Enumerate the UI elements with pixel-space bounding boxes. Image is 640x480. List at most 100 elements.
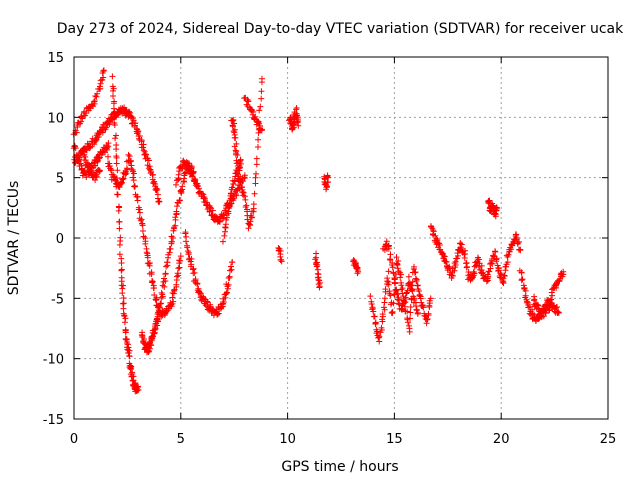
data-point — [125, 151, 132, 158]
data-point — [392, 279, 399, 286]
data-point — [258, 88, 265, 95]
data-point — [467, 271, 474, 278]
data-point — [130, 177, 137, 184]
data-point — [290, 121, 297, 128]
data-point — [134, 128, 141, 135]
data-point — [451, 260, 458, 267]
data-point — [82, 153, 89, 160]
data-point — [222, 224, 229, 231]
data-point — [167, 245, 174, 252]
data-point — [480, 269, 487, 276]
data-point — [454, 255, 461, 262]
data-point — [121, 312, 128, 319]
data-point — [389, 264, 396, 271]
data-point — [258, 126, 265, 133]
data-point — [387, 301, 394, 308]
data-point — [534, 301, 541, 308]
data-point — [175, 171, 182, 178]
data-point — [112, 132, 119, 139]
data-point — [82, 112, 89, 119]
data-point — [384, 275, 391, 282]
data-point — [185, 160, 192, 167]
data-point — [100, 67, 107, 74]
data-point — [148, 271, 155, 278]
data-point — [158, 289, 165, 296]
data-point — [313, 254, 320, 261]
y-axis-label: SDTVAR / TECUs — [6, 181, 22, 296]
data-point — [128, 365, 135, 372]
data-point — [424, 316, 431, 323]
data-point — [229, 123, 236, 130]
data-point — [241, 172, 248, 179]
data-point — [126, 153, 133, 160]
data-point — [145, 157, 152, 164]
data-point — [156, 304, 163, 311]
data-point — [83, 110, 90, 117]
data-point — [537, 312, 544, 319]
data-point — [111, 113, 118, 120]
data-point — [529, 306, 536, 313]
data-point — [433, 235, 440, 242]
data-point — [91, 98, 98, 105]
data-point — [118, 267, 125, 274]
x-tick-label: 10 — [279, 432, 296, 447]
data-point — [402, 294, 409, 301]
data-point — [170, 298, 177, 305]
data-point — [176, 197, 183, 204]
data-point — [151, 326, 158, 333]
data-point — [406, 328, 413, 335]
data-point — [189, 173, 196, 180]
data-point — [293, 112, 300, 119]
data-point — [144, 252, 151, 259]
data-point — [383, 238, 390, 245]
data-point — [225, 210, 232, 217]
data-point — [182, 229, 189, 236]
data-point — [154, 322, 161, 329]
data-point — [120, 175, 127, 182]
data-point — [241, 193, 248, 200]
data-point — [138, 216, 145, 223]
data-point — [227, 190, 234, 197]
data-point — [253, 161, 260, 168]
data-point — [229, 259, 236, 266]
data-point — [228, 266, 235, 273]
x-tick-label: 5 — [177, 432, 185, 447]
data-point — [116, 225, 123, 232]
data-point — [149, 279, 156, 286]
data-point — [381, 306, 388, 313]
data-point — [492, 211, 499, 218]
data-point — [113, 175, 120, 182]
data-point — [417, 295, 424, 302]
data-point — [385, 245, 392, 252]
data-point — [295, 122, 302, 129]
data-point — [392, 286, 399, 293]
data-point — [120, 295, 127, 302]
data-point — [225, 281, 232, 288]
data-point — [188, 261, 195, 268]
data-point — [227, 200, 234, 207]
data-point — [413, 278, 420, 285]
data-point — [139, 332, 146, 339]
data-point — [113, 146, 120, 153]
data-point — [446, 265, 453, 272]
data-point — [157, 300, 164, 307]
data-point — [184, 244, 191, 251]
data-point — [461, 254, 468, 261]
data-point — [236, 164, 243, 171]
data-point — [250, 108, 257, 115]
data-point — [368, 298, 375, 305]
data-point — [121, 319, 128, 326]
data-point — [367, 293, 374, 300]
data-point — [401, 299, 408, 306]
data-point — [154, 186, 161, 193]
data-point — [233, 140, 240, 147]
data-point — [153, 187, 160, 194]
data-point — [128, 162, 135, 169]
data-point — [130, 117, 137, 124]
data-point — [505, 251, 512, 258]
data-point — [395, 258, 402, 265]
data-point — [172, 214, 179, 221]
data-point — [293, 106, 300, 113]
data-point — [378, 327, 385, 334]
